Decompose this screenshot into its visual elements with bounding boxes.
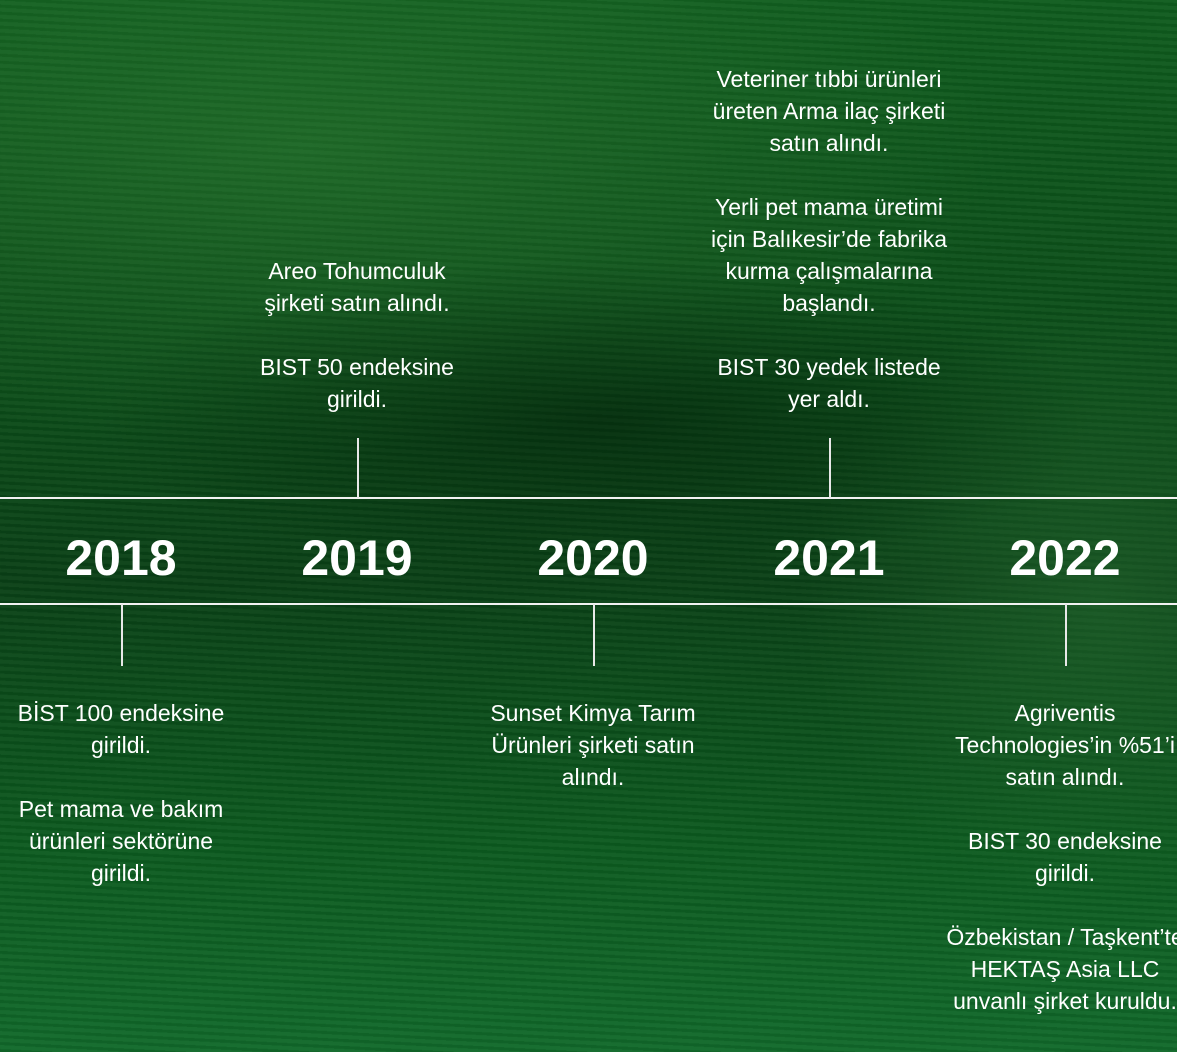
event-text: Yerli pet mama üretimi için Balıkesir’de… [710, 194, 948, 316]
event-text: BIST 30 yedek listede yer aldı. [717, 354, 941, 412]
event-block: Veteriner tıbbi ürünleri üreten Arma ila… [709, 63, 949, 415]
event-text: Sunset Kimya Tarım Ürünleri şirketi satı… [490, 700, 696, 790]
event-block: Agriventis Technologies’in %51’i satın a… [945, 697, 1177, 1017]
year-label: 2019 [301, 530, 413, 586]
tick [121, 604, 123, 666]
year-label: 2018 [65, 530, 177, 586]
event-block: BİST 100 endeksine girildi. Pet mama ve b… [1, 697, 241, 889]
event-text: Pet mama ve bakım ürünleri sektörüne gir… [18, 796, 224, 886]
tick [357, 438, 359, 498]
event-text: Veteriner tıbbi ürünleri üreten Arma ila… [712, 66, 946, 156]
event-block: Areo Tohumculuk şirketi satın alındı. BIS… [237, 255, 477, 415]
event-text: BİST 100 endeksine girildi. [17, 700, 225, 758]
year-label: 2020 [537, 530, 649, 586]
year-label: 2022 [1009, 530, 1121, 586]
event-text: Areo Tohumculuk şirketi satın alındı. [264, 258, 450, 316]
tick [1065, 604, 1067, 666]
event-text: BIST 30 endeksine girildi. [968, 828, 1162, 886]
year-label: 2021 [773, 530, 885, 586]
event-block: Sunset Kimya Tarım Ürünleri şirketi satı… [473, 697, 713, 793]
upper-line [0, 497, 1177, 499]
event-text: BIST 50 endeksine girildi. [260, 354, 454, 412]
lower-line [0, 603, 1177, 605]
tick [593, 604, 595, 666]
tick [829, 438, 831, 498]
event-text: Agriventis Technologies’in %51’i satın a… [955, 700, 1175, 790]
event-text: Özbekistan / Taşkent’te HEKTAŞ Asia LLC … [946, 924, 1177, 1014]
